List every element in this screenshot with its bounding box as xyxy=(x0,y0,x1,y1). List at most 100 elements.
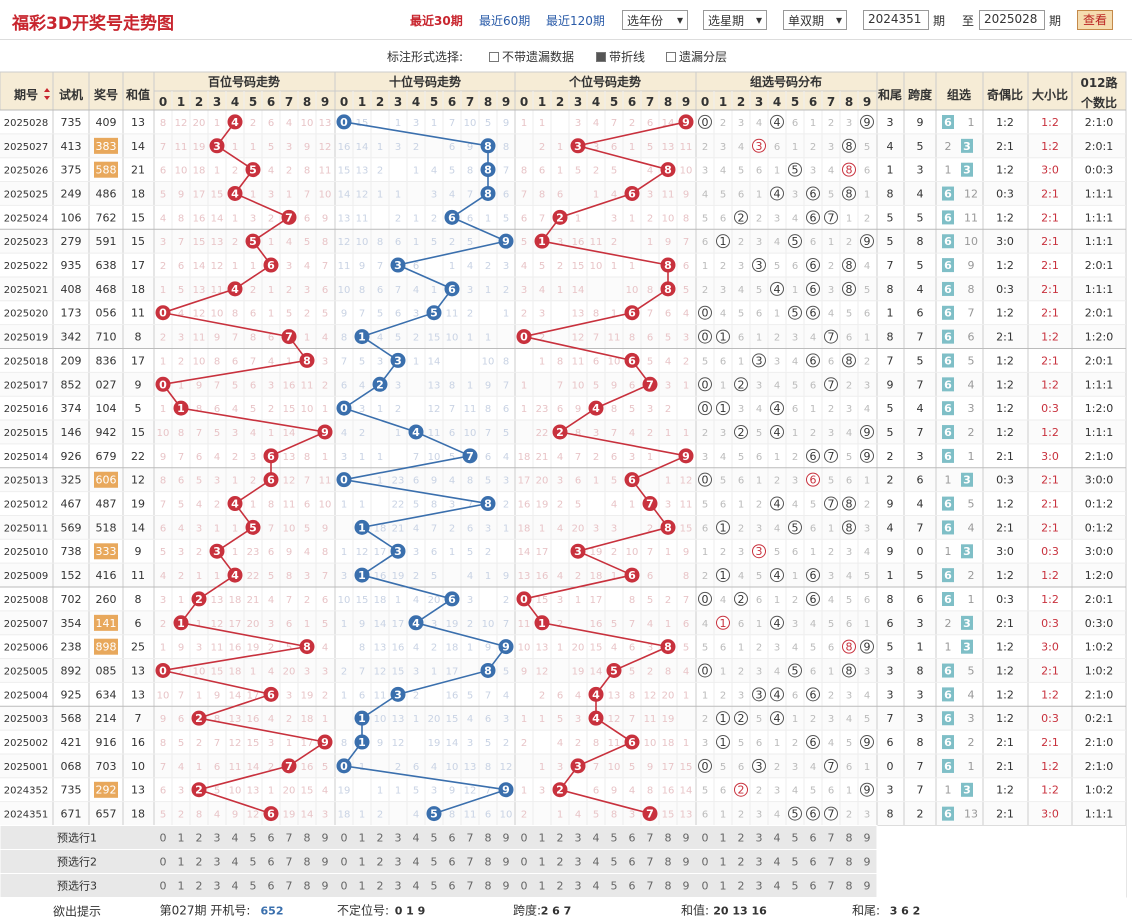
miss-value: 20 xyxy=(572,523,585,534)
trend-ball xyxy=(624,734,640,750)
trend-ball-digit: 2 xyxy=(195,784,203,797)
miss-value: 8 xyxy=(160,738,166,749)
from-period-input[interactable]: 2024351 xyxy=(863,10,929,30)
miss-value: 18 xyxy=(193,166,206,177)
combo-circle xyxy=(842,281,856,296)
big-small-ratio: 1:2 xyxy=(1041,426,1059,439)
miss-value: 18 xyxy=(446,643,459,654)
combo-circle xyxy=(860,448,874,463)
checkbox-no-miss[interactable] xyxy=(489,52,499,62)
combo-miss: 2 xyxy=(828,118,834,129)
to-period-input[interactable]: 2025028 xyxy=(979,10,1045,30)
trend-ball-digit: 0 xyxy=(520,593,528,606)
miss-value: 1 xyxy=(359,810,365,821)
preselect-digit: 2 xyxy=(557,856,564,869)
period-cell: 2025003 xyxy=(4,714,49,725)
digit-header-1-9: 9 xyxy=(502,95,510,109)
year-select[interactable]: 选年份 ▾ xyxy=(622,10,688,30)
preselect-digit: 4 xyxy=(774,856,781,869)
miss-value: 6 xyxy=(232,356,238,367)
col-header-right-2: 组选 xyxy=(947,87,971,102)
miss-value: 13 xyxy=(518,571,531,582)
combo-miss: 2 xyxy=(828,404,834,415)
preselect-digit: 0 xyxy=(702,832,709,845)
miss-value: 4 xyxy=(611,189,617,200)
trend-ball-digit: 6 xyxy=(628,736,636,749)
odd-even-ratio: 0:3 xyxy=(996,283,1014,296)
combo-miss: 2 xyxy=(738,810,744,821)
group-miss-value: 5 xyxy=(968,664,975,677)
miss-value: 2 xyxy=(250,118,256,129)
parity-select[interactable]: 单双期 ▾ xyxy=(783,10,847,30)
week-select[interactable]: 选星期 ▾ xyxy=(703,10,767,30)
period-cell: 2025009 xyxy=(4,571,49,582)
span-cell: 4 xyxy=(917,283,924,296)
trend-ball-digit: 8 xyxy=(484,498,492,511)
miss-value: 2 xyxy=(557,619,563,630)
link-recent-120[interactable]: 最近120期 xyxy=(546,14,605,28)
preselect-digit: 7 xyxy=(828,856,835,869)
combo-miss: 5 xyxy=(864,285,870,296)
miss-value: 4 xyxy=(304,547,310,558)
miss-value: 1 xyxy=(665,547,671,558)
trend-ball xyxy=(299,352,315,368)
combo-digit: 2 xyxy=(738,426,745,439)
miss-value: 5 xyxy=(629,762,635,773)
odd-even-ratio: 1:2 xyxy=(996,784,1014,797)
trend-ball-digit: 4 xyxy=(592,688,600,701)
miss-value: 2 xyxy=(431,643,437,654)
miss-value: 2 xyxy=(322,380,328,391)
combo-miss: 1 xyxy=(828,666,834,677)
miss-value: 6 xyxy=(449,428,455,439)
combo-miss: 5 xyxy=(756,571,762,582)
sum-cell: 25 xyxy=(131,641,145,654)
link-recent-60[interactable]: 最近60期 xyxy=(479,14,531,28)
preselect-digit: 7 xyxy=(467,856,474,869)
combo-miss: 1 xyxy=(738,356,744,367)
miss-value: 10 xyxy=(157,690,170,701)
group-type-value: 6 xyxy=(944,211,952,224)
miss-value: 6 xyxy=(449,142,455,153)
miss-value: 1 xyxy=(521,118,527,129)
miss-value: 8 xyxy=(467,476,473,487)
route-ratio: 1:2:0 xyxy=(1085,331,1113,344)
miss-value: 16 xyxy=(392,643,405,654)
group-type-badge xyxy=(942,401,954,416)
miss-value: 11 xyxy=(608,738,621,749)
checkbox-polyline[interactable] xyxy=(596,52,606,62)
big-small-ratio: 2:1 xyxy=(1041,187,1059,200)
combo-miss: 1 xyxy=(810,118,816,129)
miss-value: 6 xyxy=(557,189,563,200)
miss-value: 3 xyxy=(268,380,274,391)
miss-value: 1 xyxy=(539,714,545,725)
combo-miss: 6 xyxy=(810,666,816,677)
checkbox-layer[interactable] xyxy=(666,52,676,62)
miss-value: 2 xyxy=(214,500,220,511)
combo-miss: 4 xyxy=(738,285,744,296)
big-small-ratio: 2:1 xyxy=(1041,235,1059,248)
combo-miss: 3 xyxy=(702,738,708,749)
trend-ball xyxy=(552,424,568,440)
period-cell: 2025007 xyxy=(4,619,49,630)
miss-value: 2 xyxy=(665,404,671,415)
combo-miss: 2 xyxy=(720,547,726,558)
table-row xyxy=(0,539,1126,564)
test-number-cell: 892 xyxy=(61,664,82,677)
option-no-miss[interactable]: 不带遗漏数据 xyxy=(489,48,574,65)
option-polyline[interactable]: 带折线 xyxy=(596,48,645,65)
miss-value: 6 xyxy=(593,356,599,367)
option-layer[interactable]: 遗漏分层 xyxy=(666,48,727,65)
group-type-value: 6 xyxy=(944,331,952,344)
combo-digit: 9 xyxy=(864,641,871,654)
preselect-digit: 4 xyxy=(774,832,781,845)
query-button[interactable]: 查看 xyxy=(1077,10,1113,30)
preselect-digit: 6 xyxy=(810,880,817,893)
miss-value: 7 xyxy=(160,762,166,773)
combo-circle xyxy=(788,234,802,249)
link-recent-30[interactable]: 最近30期 xyxy=(410,14,463,28)
span-cell: 5 xyxy=(917,211,924,224)
combo-circle xyxy=(698,329,712,344)
span-cell: 8 xyxy=(917,235,924,248)
combo-miss: 1 xyxy=(792,571,798,582)
trend-ball-digit: 4 xyxy=(231,187,239,200)
